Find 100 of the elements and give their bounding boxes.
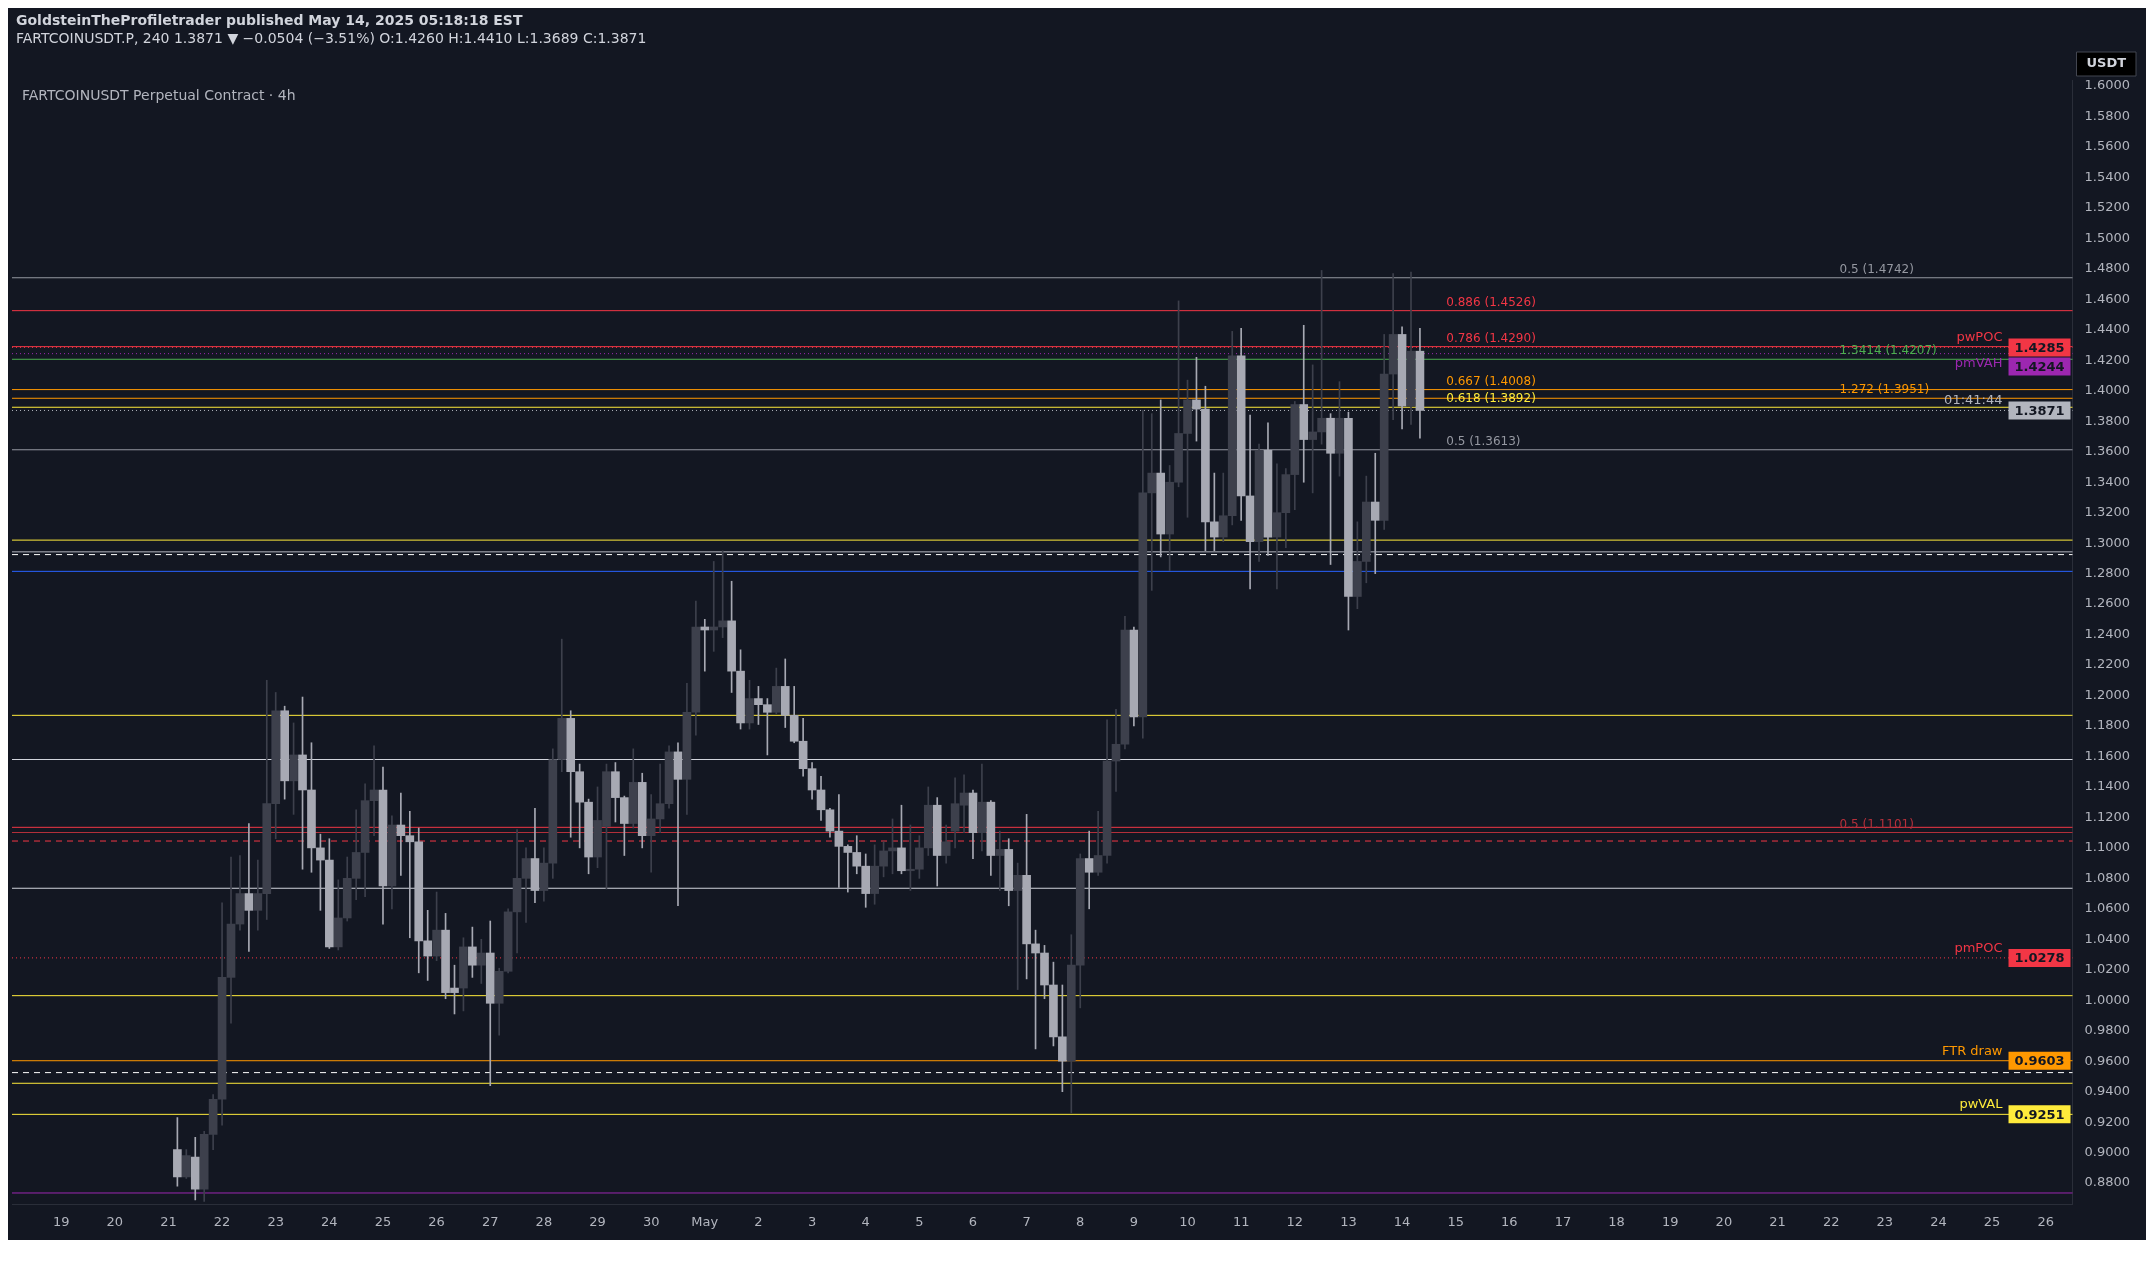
ref-line-label: pmPOC [1954,939,2003,955]
annotation: 1.4244 [2014,358,2065,374]
chart-title: GoldsteinTheProfiletrader published May 14, 2025 05:18:18 EST [15,11,524,28]
y-tick-label: 1.1200 [2084,808,2131,824]
y-tick-label: 0.9400 [2084,1083,2131,1099]
y-tick-label: 1.0400 [2084,930,2131,946]
x-tick-label: 27 [481,1213,499,1229]
x-tick-label: 2 [754,1213,763,1229]
y-tick-label: 1.4400 [2084,321,2131,337]
y-tick-label: 1.4800 [2084,260,2131,276]
x-tick-label: 7 [1022,1213,1031,1229]
annotation: 1.0278 [2014,950,2065,966]
annotation: 0.9251 [2014,1106,2065,1122]
x-tick-label: 14 [1393,1213,1411,1229]
y-tick-label: 0.8800 [2084,1174,2131,1190]
x-tick-label: 25 [374,1213,392,1229]
x-tick-label: 23 [1876,1213,1894,1229]
x-tick-label: 17 [1554,1213,1572,1229]
candlestick [1308,364,1317,494]
y-tick-label: 1.6000 [2084,77,2131,93]
x-tick-label: 26 [2037,1213,2054,1229]
x-tick-label: 10 [1179,1213,1196,1229]
annotation: 1.3414 (1.4207) [1839,343,1937,358]
x-tick-label: 24 [1930,1213,1947,1229]
y-tick-label: 1.3400 [2084,473,2131,489]
x-tick-label: May [691,1213,719,1229]
candlestick [718,550,728,638]
x-tick-label: 20 [106,1213,124,1229]
y-tick-label: 1.2600 [2084,595,2131,611]
y-tick-label: 1.2200 [2084,656,2131,672]
y-tick-label: 1.3200 [2084,504,2131,520]
y-tick-label: 1.0200 [2084,961,2131,977]
x-tick-label: 20 [1715,1213,1733,1229]
y-tick-label: 1.1400 [2084,778,2131,794]
y-tick-label: 1.5800 [2084,107,2131,123]
y-tick-label: 1.3600 [2084,443,2131,459]
annotation: 0.5 (1.4742) [1839,261,1914,276]
candlestick [1147,413,1157,591]
candlestick [1013,862,1022,990]
chart-subtitle: FARTCOINUSDT.P, 240 1.3871 ▼ −0.0504 (−3.51%) O:1.4260 H:1.4410 L:1.3689 C:1.3871 [15,29,648,48]
y-tick-label: 1.0000 [2084,991,2131,1007]
x-tick-label: 5 [915,1213,924,1229]
x-tick-label: 22 [213,1213,231,1229]
candlestick [244,823,254,952]
x-tick-label: 16 [1501,1213,1518,1229]
x-tick-label: 19 [52,1213,70,1229]
candlestick [673,742,683,907]
y-tick-label: 1.0800 [2084,869,2131,885]
annotation: 0.786 (1.4290) [1446,330,1536,345]
y-tick-label: 1.0600 [2084,900,2131,916]
y-tick-label: 0.9800 [2084,1022,2131,1038]
x-tick-label: 21 [1769,1213,1786,1229]
x-tick-label: 23 [267,1213,284,1229]
x-tick-label: 13 [1340,1213,1357,1229]
x-tick-label: 6 [968,1213,978,1229]
x-tick-label: 25 [1983,1213,2001,1229]
y-tick-label: 1.1600 [2084,747,2131,763]
y-tick-label: 1.2400 [2084,625,2131,641]
y-tick-label: 0.9600 [2084,1052,2131,1068]
ref-line-label: pwVAL [1959,1096,2004,1112]
annotation: 1.3871 [2014,402,2065,418]
y-tick-label: 1.4600 [2084,290,2131,306]
x-tick-label: 29 [589,1213,606,1229]
x-tick-label: 22 [1822,1213,1840,1229]
y-tick-label: 1.5200 [2084,199,2131,215]
y-tick-label: 1.2000 [2084,686,2131,702]
annotation: 0.5 (1.1101) [1839,816,1914,831]
y-tick-label: 1.4000 [2084,382,2131,398]
y-tick-label: 1.3000 [2084,534,2131,550]
candlestick [1084,830,1094,910]
annotation: 0.5 (1.3613) [1446,433,1521,448]
annotation: FARTCOINUSDT Perpetual Contract · 4h [22,86,296,103]
candlestick [646,794,656,873]
y-tick-label: 1.4200 [2084,351,2131,367]
x-tick-label: 12 [1286,1213,1304,1229]
x-tick-label: 8 [1076,1213,1085,1229]
y-tick-label: 1.5400 [2084,168,2131,184]
y-tick-label: 1.5600 [2084,138,2131,154]
x-tick-label: 15 [1447,1213,1464,1229]
annotation: 1.4285 [2014,339,2065,355]
x-tick-label: 24 [321,1213,338,1229]
y-tick-label: 1.1800 [2084,717,2131,733]
x-tick-label: 9 [1129,1213,1139,1229]
annotation: 0.886 (1.4526) [1446,294,1536,309]
y-tick-label: 1.5000 [2084,229,2131,245]
x-tick-label: 11 [1232,1213,1250,1229]
ref-line-label: pwPOC [1956,329,2003,345]
y-tick-label: 0.9000 [2084,1143,2131,1159]
y-tick-label: 1.2800 [2084,565,2131,581]
candlestick [995,830,1005,891]
x-tick-label: 19 [1661,1213,1679,1229]
ref-line-label: FTR draw [1941,1042,2003,1058]
x-tick-label: 18 [1608,1213,1625,1229]
x-tick-label: 30 [642,1213,660,1229]
y-tick-label: 1.3800 [2084,412,2131,428]
y-tick-label: 1.1000 [2084,839,2131,855]
y-tick-label: 0.9200 [2084,1113,2131,1129]
x-tick-label: 28 [535,1213,553,1229]
annotation: 0.667 (1.4008) [1446,373,1536,388]
x-tick-label: 21 [160,1213,177,1229]
